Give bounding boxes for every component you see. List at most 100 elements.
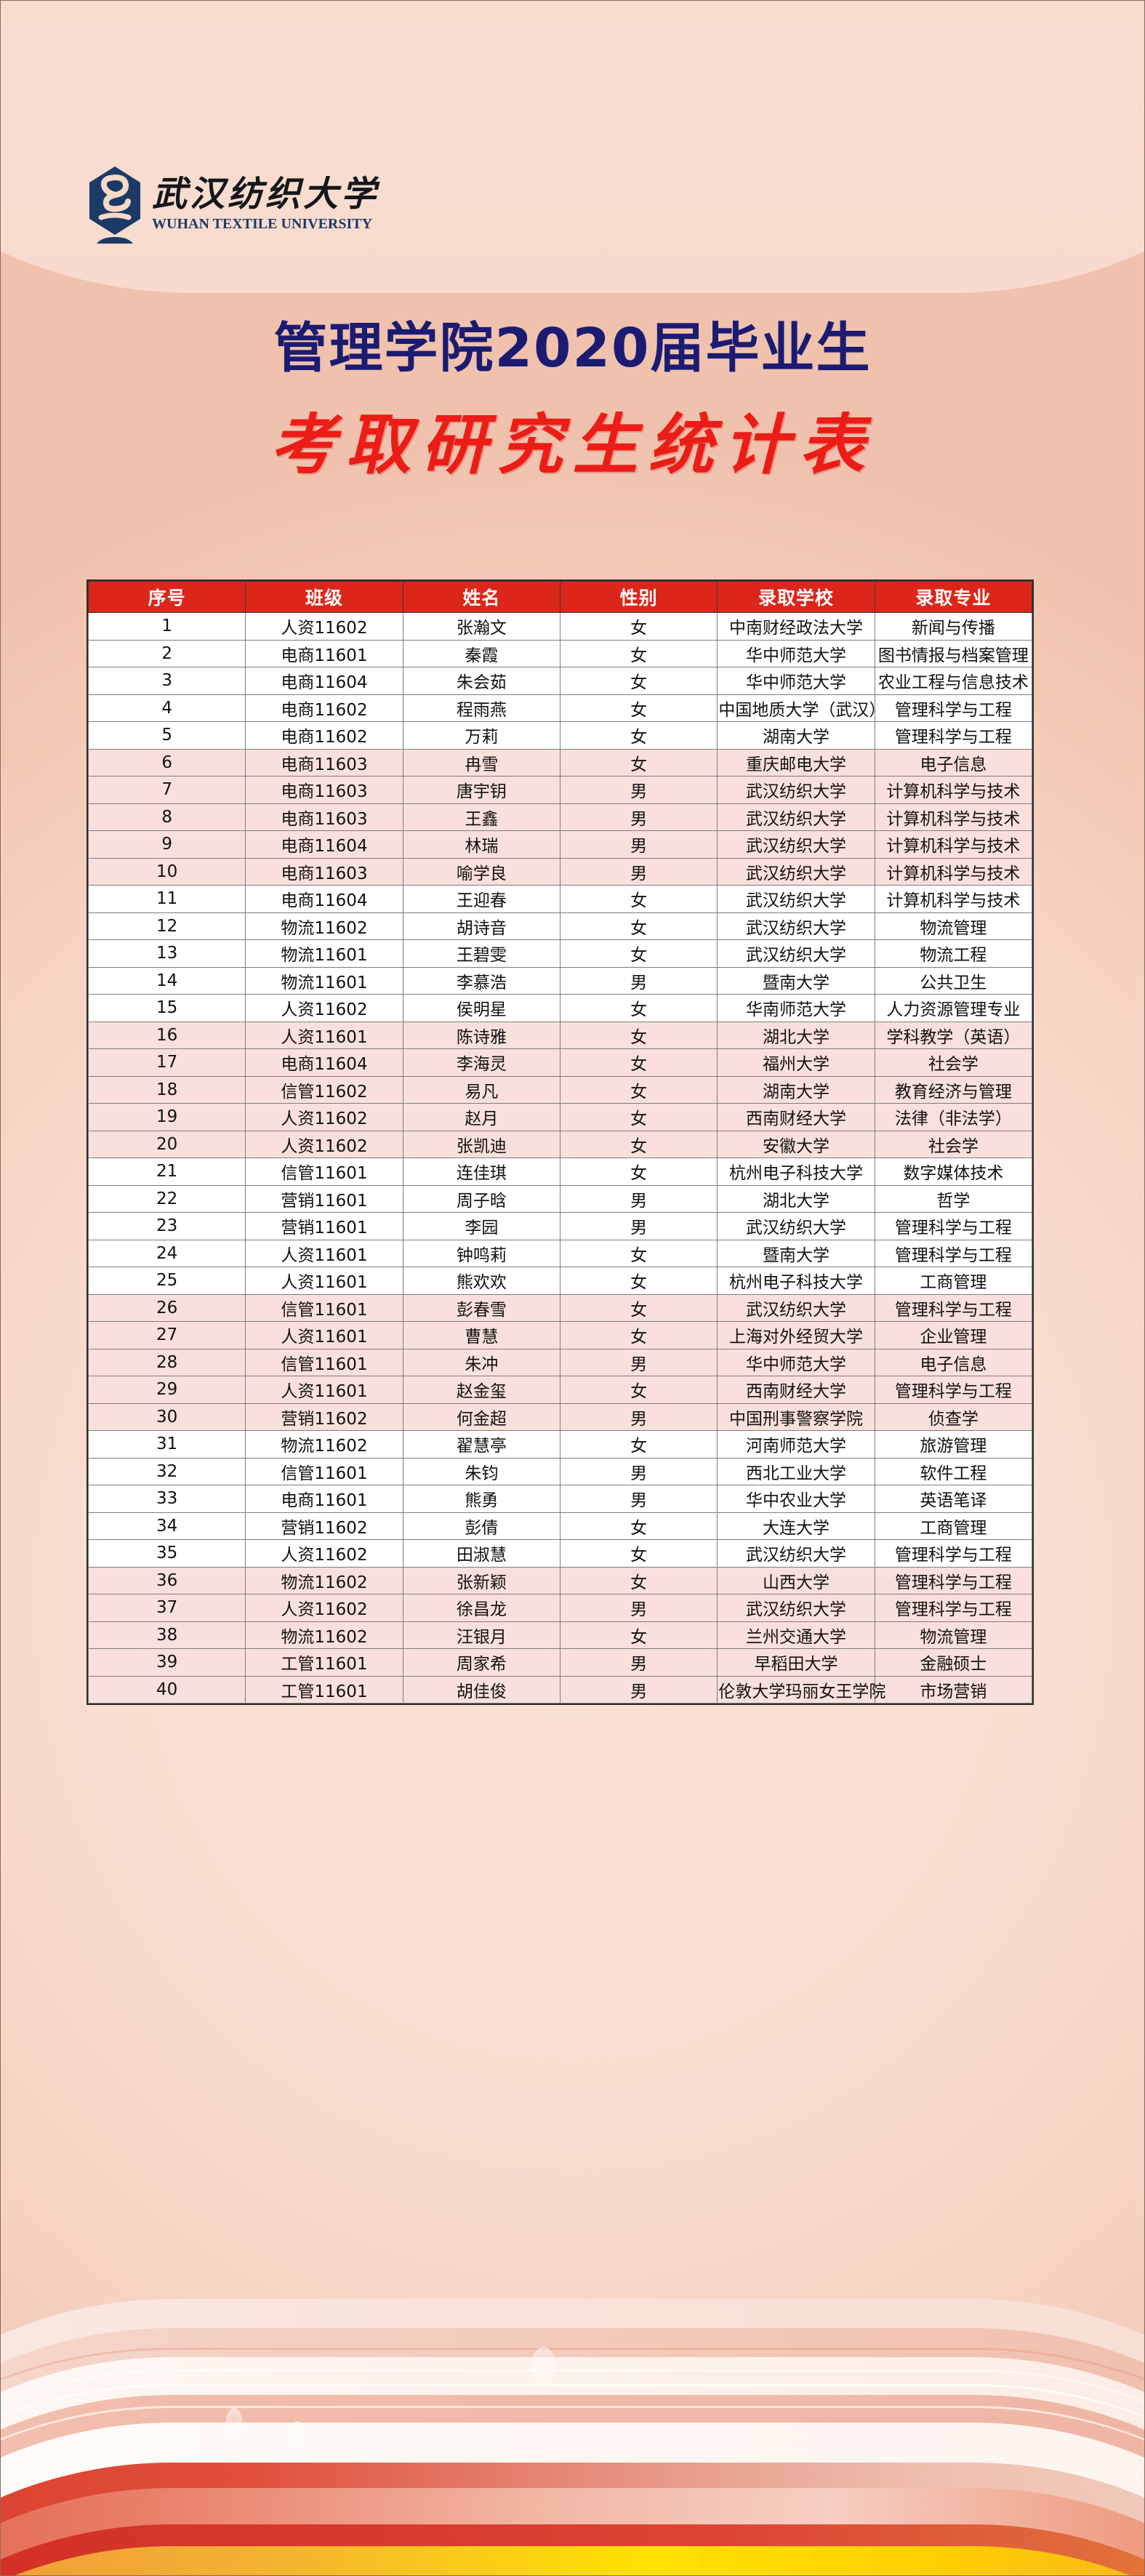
cell-class: 人资11602 (245, 612, 403, 641)
cell-gender: 男 (559, 1648, 718, 1677)
cell-class: 电商11603 (245, 776, 403, 804)
cell-class: 人资11602 (245, 994, 403, 1022)
column-header-school: 录取学校 (717, 581, 875, 613)
cell-index: 18 (87, 1075, 246, 1104)
cell-major: 社会学 (874, 1048, 1033, 1077)
table-row: 1 人资11602 张瀚文女中南财经政法大学 新闻与传播 (87, 612, 1033, 641)
cell-class: 电商11604 (245, 885, 403, 913)
cell-index: 10 (87, 857, 246, 886)
cell-index: 27 (87, 1321, 246, 1349)
column-header-index: 序号 (87, 581, 246, 613)
table-row: 14 物流11601 李慕浩男暨南大学 公共卫生 (87, 966, 1033, 995)
cell-class: 物流11601 (245, 966, 403, 995)
table-row: 11 电商11604 王迎春女武汉纺织大学 计算机科学与技术 (87, 885, 1033, 913)
cell-class: 营销11602 (245, 1512, 403, 1540)
cell-class: 营销11601 (245, 1212, 403, 1240)
cell-school: 中国地质大学（武汉） (717, 694, 885, 722)
cell-name: 胡诗音 (402, 912, 561, 940)
ribbon-streak-3 (1, 2348, 1144, 2575)
cell-gender: 女 (559, 1075, 718, 1104)
table-row: 38 物流11602 汪银月女兰州交通大学 物流管理 (87, 1621, 1033, 1649)
table-head: 序号 班级 姓名 性别 录取学校 录取专业 (87, 581, 1033, 613)
table-row: 9 电商11604 林瑞男武汉纺织大学 计算机科学与技术 (87, 830, 1033, 859)
cell-class: 信管11601 (245, 1157, 403, 1186)
cell-gender: 女 (559, 721, 718, 750)
cell-school: 武汉纺织大学 (717, 1212, 875, 1240)
cell-class: 人资11601 (245, 1376, 403, 1404)
cell-index: 25 (87, 1267, 246, 1295)
cell-index: 35 (87, 1539, 246, 1568)
cell-gender: 女 (559, 912, 718, 940)
cell-class: 电商11604 (245, 830, 403, 859)
cell-index: 2 (87, 639, 246, 667)
table-row: 22 营销11601 周子晗男湖北大学 哲学 (87, 1184, 1033, 1213)
poster-title-line2: 考取研究生统计表 (270, 410, 875, 482)
cell-school: 杭州电子科技大学 (717, 1157, 875, 1186)
table-row: 30 营销11602 何金超男中国刑事警察学院 侦查学 (87, 1403, 1033, 1431)
cell-major: 新闻与传播 (874, 612, 1033, 641)
cell-name: 汪银月 (402, 1621, 561, 1649)
cell-school: 伦敦大学玛丽女王学院 (717, 1675, 885, 1704)
table-row: 28 信管11601 朱冲男华中师范大学 电子信息 (87, 1348, 1033, 1376)
table-row: 3 电商11604 朱会茹女华中师范大学 农业工程与信息技术 (87, 667, 1033, 695)
cell-school: 武汉纺织大学 (717, 803, 875, 831)
table-row: 10 电商11603 喻学良男武汉纺织大学 计算机科学与技术 (87, 857, 1033, 886)
cell-index: 21 (87, 1157, 246, 1186)
university-logo: 武汉纺织大学 WUHAN TEXTILE UNIVERSITY (88, 165, 379, 245)
cell-major: 物流管理 (874, 912, 1033, 940)
cell-school: 中国刑事警察学院 (717, 1403, 875, 1431)
cell-class: 物流11602 (245, 1430, 403, 1458)
cell-class: 工管11601 (245, 1648, 403, 1677)
cell-name: 钟鸣莉 (402, 1239, 561, 1267)
cell-class: 物流11602 (245, 1621, 403, 1649)
cell-major: 农业工程与信息技术 (874, 667, 1033, 695)
cell-gender: 女 (559, 1293, 718, 1322)
cell-index: 40 (87, 1675, 246, 1704)
column-header-name: 姓名 (402, 581, 561, 613)
cell-name: 程雨燕 (402, 694, 561, 722)
cell-school: 武汉纺织大学 (717, 1594, 875, 1622)
cell-school: 武汉纺织大学 (717, 1539, 875, 1568)
table-row: 33 电商11601 熊勇男华中农业大学 英语笔译 (87, 1485, 1033, 1513)
cell-class: 电商11602 (245, 694, 403, 722)
cell-major: 图书情报与档案管理 (874, 639, 1033, 667)
cell-school: 华中农业大学 (717, 1485, 875, 1513)
cell-class: 物流11601 (245, 939, 403, 968)
statistics-table-container: 序号 班级 姓名 性别 录取学校 录取专业 1 人资11602 张瀚文女中南财经政法… (87, 579, 1034, 1705)
cell-major: 计算机科学与技术 (874, 885, 1033, 913)
cell-gender: 女 (559, 1512, 718, 1540)
cell-name: 赵金玺 (402, 1376, 561, 1404)
table-row: 12 物流11602 胡诗音女武汉纺织大学 物流管理 (87, 912, 1033, 940)
cell-name: 朱会茹 (402, 667, 561, 695)
column-header-gender: 性别 (559, 581, 718, 613)
cell-gender: 男 (559, 966, 718, 995)
cell-school: 华中师范大学 (717, 639, 875, 667)
graduate-statistics-table: 序号 班级 姓名 性别 录取学校 录取专业 1 人资11602 张瀚文女中南财经政法… (87, 581, 1033, 1704)
cell-class: 电商11603 (245, 803, 403, 831)
cell-gender: 女 (559, 1566, 718, 1594)
cell-class: 电商11604 (245, 1048, 403, 1077)
table-row: 26 信管11601 彭春雪女武汉纺织大学 管理科学与工程 (87, 1293, 1033, 1322)
table-row: 7 电商11603 唐宇钥男武汉纺织大学 计算机科学与技术 (87, 776, 1033, 804)
cell-index: 1 (87, 612, 246, 641)
ribbon-body-fill (1, 1, 1144, 293)
cell-index: 13 (87, 939, 246, 968)
cell-index: 39 (87, 1648, 246, 1677)
cell-gender: 男 (559, 1184, 718, 1213)
cell-gender: 女 (559, 639, 718, 667)
cell-major: 管理科学与工程 (874, 1594, 1033, 1622)
cell-major: 企业管理 (874, 1321, 1033, 1349)
cell-index: 20 (87, 1130, 246, 1158)
cell-major: 计算机科学与技术 (874, 830, 1033, 859)
cell-major: 数字媒体技术 (874, 1157, 1033, 1186)
cell-index: 37 (87, 1594, 246, 1622)
table-row: 4 电商11602 程雨燕女中国地质大学（武汉） 管理科学与工程 (87, 694, 1033, 722)
cell-school: 湖南大学 (717, 1075, 875, 1104)
cell-name: 何金超 (402, 1403, 561, 1431)
cell-name: 彭春雪 (402, 1293, 561, 1322)
cell-gender: 男 (559, 1485, 718, 1513)
cell-index: 29 (87, 1376, 246, 1404)
cell-major: 管理科学与工程 (874, 1376, 1033, 1404)
cell-major: 管理科学与工程 (874, 1566, 1033, 1594)
cell-school: 武汉纺织大学 (717, 830, 875, 859)
